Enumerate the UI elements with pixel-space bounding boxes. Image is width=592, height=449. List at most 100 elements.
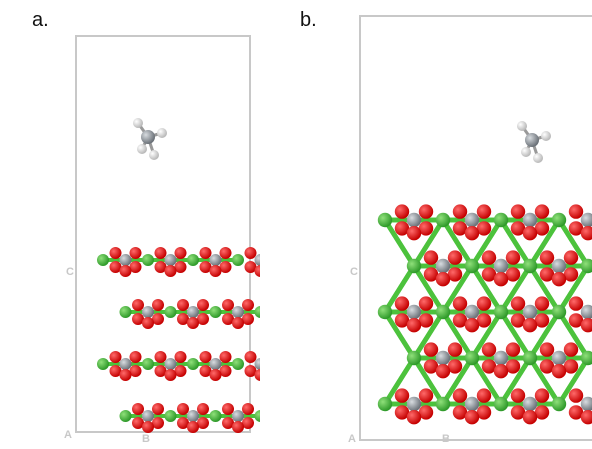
calcium-atom: [493, 396, 509, 412]
oxygen-atom: [174, 247, 187, 259]
carbon-atom: [142, 410, 154, 422]
hydrogen-atom: [533, 153, 543, 163]
oxygen-atom: [119, 369, 132, 381]
oxygen-atom: [199, 351, 212, 363]
oxygen-atom: [435, 272, 451, 287]
oxygen-atom: [109, 247, 122, 259]
oxygen-atom: [464, 226, 480, 241]
oxygen-atom: [129, 351, 142, 363]
calcium-atom: [97, 254, 109, 266]
oxygen-atom: [476, 221, 492, 236]
oxygen-atom: [418, 405, 434, 420]
calcium-atom: [435, 212, 451, 228]
carbon-atom: [209, 358, 222, 370]
oxygen-atom: [154, 351, 167, 363]
oxygen-atom: [109, 261, 122, 273]
oxygen-atom: [476, 296, 492, 311]
oxygen-atom: [568, 313, 584, 328]
bond: [527, 264, 562, 314]
bond: [498, 264, 533, 314]
carbon-atom: [522, 212, 538, 228]
oxygen-atom: [568, 388, 584, 403]
calcium-atom: [119, 410, 132, 422]
carbon-atom: [277, 306, 289, 318]
bond: [469, 310, 504, 360]
oxygen-atom: [435, 364, 451, 379]
oxygen-atom: [447, 359, 463, 374]
oxygen-atom: [510, 221, 526, 236]
oxygen-atom: [222, 313, 234, 325]
bond: [411, 218, 446, 268]
oxygen-atom: [464, 318, 480, 333]
carbon-atom: [522, 304, 538, 320]
oxygen-atom: [242, 313, 254, 325]
oxygen-atom: [132, 417, 144, 429]
calcium-atom: [406, 258, 422, 274]
oxygen-atom: [563, 250, 579, 265]
oxygen-atom: [568, 405, 584, 420]
carbon-atom: [464, 212, 480, 228]
bond: [556, 310, 591, 360]
oxygen-atom: [119, 265, 132, 277]
oxygen-atom: [219, 247, 232, 259]
oxygen-atom: [580, 410, 592, 425]
oxygen-atom: [522, 318, 538, 333]
oxygen-atom: [452, 388, 468, 403]
carbon-atom: [464, 304, 480, 320]
carbon-atom: [493, 258, 509, 274]
oxygen-atom: [174, 261, 187, 273]
carbon-atom: [435, 350, 451, 366]
oxygen-atom: [199, 261, 212, 273]
cell-box: [75, 35, 251, 433]
oxygen-atom: [154, 247, 167, 259]
oxygen-atom: [394, 204, 410, 219]
oxygen-atom: [510, 313, 526, 328]
oxygen-atom: [152, 313, 164, 325]
oxygen-atom: [493, 364, 509, 379]
calcium-atom: [551, 396, 567, 412]
oxygen-atom: [452, 296, 468, 311]
oxygen-atom: [423, 250, 439, 265]
calcium-atom: [232, 254, 244, 266]
oxygen-atom: [452, 405, 468, 420]
calcium-atom: [580, 350, 592, 366]
oxygen-atom: [177, 299, 189, 311]
bond: [498, 356, 533, 406]
oxygen-atom: [265, 351, 277, 363]
calcium-atom: [209, 306, 222, 318]
oxygen-atom: [152, 403, 164, 415]
oxygen-atom: [219, 261, 232, 273]
calcium-atom: [164, 306, 177, 318]
calcium-atom: [377, 304, 393, 320]
oxygen-atom: [406, 410, 422, 425]
cell-box: [359, 15, 592, 441]
oxygen-atom: [265, 261, 277, 273]
oxygen-atom: [154, 261, 167, 273]
oxygen-atom: [219, 365, 232, 377]
bond: [382, 356, 417, 406]
oxygen-atom: [265, 365, 277, 377]
oxygen-atom: [287, 417, 299, 429]
carbon-atom: [580, 304, 592, 320]
oxygen-atom: [568, 221, 584, 236]
hydrogen-atom: [517, 121, 527, 131]
carbon-atom: [209, 254, 222, 266]
oxygen-atom: [219, 351, 232, 363]
calcium-atom: [209, 410, 222, 422]
calcium-atom: [551, 304, 567, 320]
oxygen-atom: [476, 388, 492, 403]
oxygen-atom: [476, 313, 492, 328]
bond: [469, 264, 504, 314]
oxygen-atom: [177, 417, 189, 429]
oxygen-atom: [563, 342, 579, 357]
oxygen-atom: [199, 247, 212, 259]
oxygen-atom: [174, 365, 187, 377]
hydrogen-atom: [149, 150, 159, 160]
oxygen-atom: [244, 365, 257, 377]
oxygen-atom: [452, 221, 468, 236]
oxygen-atom: [563, 359, 579, 374]
oxygen-atom: [534, 388, 550, 403]
oxygen-atom: [505, 267, 521, 282]
oxygen-atom: [452, 204, 468, 219]
